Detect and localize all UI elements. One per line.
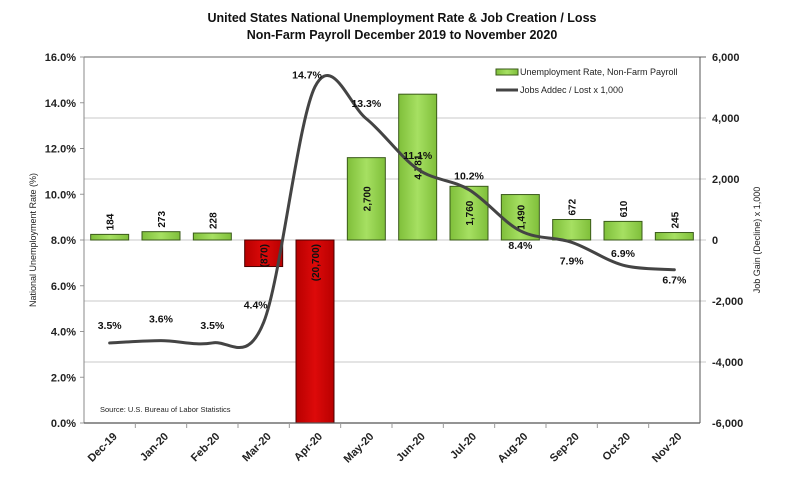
right-tick-label: 2,000 <box>712 174 740 186</box>
x-tick-label: Apr-20 <box>292 431 325 464</box>
bar-label: 672 <box>568 198 579 215</box>
x-tick-label: Jul-20 <box>448 431 479 462</box>
bar-label: 1,490 <box>516 204 527 229</box>
line-point-label: 6.9% <box>611 248 636 260</box>
left-axis-title: National Unemployment Rate (%) <box>28 173 38 307</box>
line-point-label: 8.4% <box>508 240 533 252</box>
bar-label: 273 <box>157 211 168 228</box>
bar-label: (870) <box>260 244 271 267</box>
right-axis: -6,000 -4,000 -2,000 0 2,000 4,000 6,000 <box>712 52 743 430</box>
x-tick-label: Nov-20 <box>650 431 684 465</box>
line-point-label: 3.6% <box>149 314 174 326</box>
bar <box>90 233 130 241</box>
line-point-label: 14.7% <box>292 70 322 82</box>
line-point-label: 7.9% <box>560 255 585 267</box>
bar <box>449 185 489 241</box>
bar-label: 4,781 <box>414 154 425 179</box>
chart-title: United States National Unemployment Rate… <box>208 11 597 25</box>
bar-label: 2,700 <box>362 186 373 211</box>
line-point-label: 11.1% <box>403 150 433 162</box>
left-tick-label: 4.0% <box>51 327 76 339</box>
bar <box>603 220 643 241</box>
bar <box>141 231 181 241</box>
bar-label: 245 <box>670 211 681 228</box>
x-tick-label: Jan-20 <box>138 431 171 464</box>
x-tick-label: Aug-20 <box>496 431 531 466</box>
bar-series: 184 273 228 (870) (20,700) 2,700 4,781 1,760 1,4… <box>90 93 694 424</box>
right-tick-label: 0 <box>712 235 718 247</box>
x-tick-label: Oct-20 <box>600 431 633 464</box>
line-series: 3.5% 3.6% 3.5% 4.4% 14.7% 13.3% 11.1% 10.2% 8.4%… <box>98 70 687 350</box>
bar-label: (20,700) <box>311 244 322 281</box>
right-axis-title: Job Gain (Decline) x 1,000 <box>752 187 762 294</box>
x-tick-label: Jun-20 <box>394 431 428 465</box>
right-tick-label: 6,000 <box>712 52 740 64</box>
line-point-label: 3.5% <box>200 320 225 332</box>
unemployment-line <box>108 74 676 350</box>
bar <box>244 239 284 268</box>
line-point-label: 3.5% <box>98 320 123 332</box>
bar <box>398 93 438 241</box>
chart-subtitle: Non-Farm Payroll December 2019 to Novemb… <box>247 28 558 42</box>
line-point-label: 13.3% <box>351 98 381 110</box>
x-tick-label: Feb-20 <box>189 431 223 465</box>
line-point-label: 4.4% <box>244 299 269 311</box>
bar-label: 1,760 <box>465 200 476 225</box>
left-tick-label: 0.0% <box>51 418 76 430</box>
legend-label-1: Jobs Addec / Lost x 1,000 <box>520 85 623 95</box>
bar-label: 610 <box>619 200 630 217</box>
bar <box>346 157 386 241</box>
bar <box>654 232 694 241</box>
legend: Unemployment Rate, Non-Farm Payroll Jobs… <box>495 67 678 95</box>
x-tick-label: Sep-20 <box>548 431 582 465</box>
left-tick-label: 10.0% <box>45 189 76 201</box>
left-tick-label: 14.0% <box>45 98 76 110</box>
left-tick-label: 16.0% <box>45 52 76 64</box>
left-tick-label: 8.0% <box>51 235 76 247</box>
source-annotation: Source: U.S. Bureau of Labor Statistics <box>100 405 231 414</box>
gridlines <box>84 56 706 363</box>
x-tick-label: Mar-20 <box>240 431 274 465</box>
right-tick-label: -6,000 <box>712 418 743 430</box>
right-tick-label: -2,000 <box>712 296 743 308</box>
left-axis: 0.0% 2.0% 4.0% 6.0% 8.0% 10.0% 12.0% 14.0% 16.0% <box>45 52 84 430</box>
line-point-label: 6.7% <box>662 275 687 287</box>
legend-swatch-bar <box>495 68 519 76</box>
bar <box>295 239 335 424</box>
right-tick-label: 4,000 <box>712 113 740 125</box>
bar <box>192 232 232 241</box>
line-point-label: 10.2% <box>454 171 484 183</box>
left-tick-label: 6.0% <box>51 281 76 293</box>
x-tick-label: Dec-19 <box>86 431 120 465</box>
bar-label: 184 <box>106 213 117 230</box>
right-tick-label: -4,000 <box>712 357 743 369</box>
left-tick-label: 12.0% <box>45 144 76 156</box>
bar <box>552 219 592 241</box>
bar-label: 228 <box>208 212 219 229</box>
left-tick-label: 2.0% <box>51 372 76 384</box>
legend-label-0: Unemployment Rate, Non-Farm Payroll <box>520 67 678 77</box>
x-tick-label: May-20 <box>342 431 377 466</box>
